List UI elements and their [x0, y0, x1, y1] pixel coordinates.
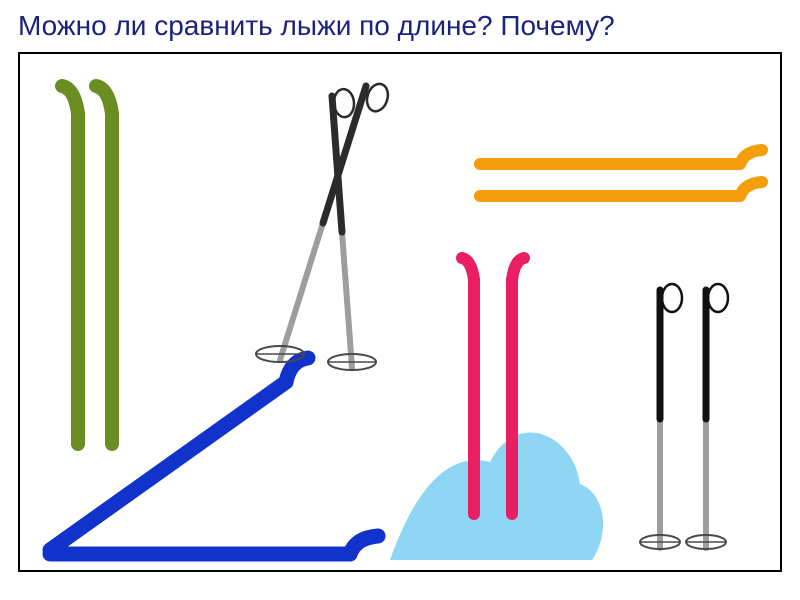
- scene-svg: [20, 54, 780, 570]
- orange-skis-tip-1: [740, 182, 762, 196]
- page-title: Можно ли сравнить лыжи по длине? Почему?: [0, 0, 800, 48]
- vertical-poles-strap-1: [708, 284, 728, 312]
- green-skis: [62, 86, 112, 444]
- pink-skis-tip-1: [512, 258, 524, 280]
- diagonal-poles-shaft-lower-0: [280, 223, 323, 360]
- diagonal-poles-shaft-lower-1: [342, 232, 352, 368]
- illustration-frame: [18, 52, 782, 572]
- orange-skis: [480, 150, 762, 196]
- blue-skis: [50, 358, 378, 554]
- snow-mound: [390, 433, 603, 560]
- green-skis-tip-1: [96, 86, 112, 114]
- diagonal-poles: [256, 81, 391, 370]
- blue-skis-body-1: [50, 382, 286, 550]
- pink-skis-tip-0: [462, 258, 474, 280]
- vertical-poles-strap-0: [662, 284, 682, 312]
- vertical-poles: [640, 284, 728, 549]
- diagonal-poles-strap-1: [333, 88, 355, 117]
- green-skis-tip-0: [62, 86, 78, 114]
- blue-skis-tip-0: [350, 536, 378, 554]
- orange-skis-tip-0: [740, 150, 762, 164]
